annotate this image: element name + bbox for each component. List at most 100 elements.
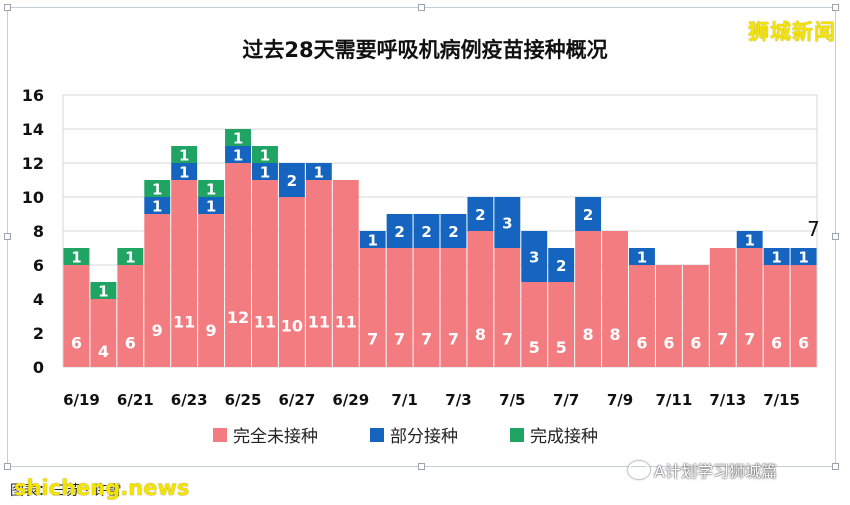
bar-segment (521, 282, 548, 367)
resize-handle-br[interactable] (832, 463, 839, 470)
bar-segment (252, 146, 278, 163)
legend-label: 部分接种 (390, 427, 458, 447)
resize-handle-bl[interactable] (4, 463, 11, 470)
bar-segment (467, 231, 494, 367)
bar-segment (548, 282, 575, 367)
data-label: 1 (260, 147, 270, 165)
data-label: 3 (529, 249, 539, 267)
legend-item-full: 完成接种 (510, 422, 598, 447)
bar-segment (655, 265, 682, 367)
bar-segment (736, 231, 763, 248)
bar-segment (171, 146, 198, 163)
legend-swatch-partial (370, 427, 384, 442)
bar-segment (467, 197, 494, 231)
x-tick-label: 7/1 (391, 391, 417, 409)
bar-segment (198, 180, 225, 197)
data-label: 1 (233, 147, 243, 165)
data-label: 6 (125, 334, 136, 353)
bar-segment (629, 248, 655, 265)
bar-segment (117, 248, 144, 265)
data-label: 6 (663, 334, 674, 353)
x-tick-label: 6/25 (225, 391, 262, 409)
bar-segment (790, 248, 817, 265)
data-label: 7 (394, 329, 405, 348)
data-label: 7 (367, 329, 378, 348)
data-label: 1 (152, 181, 162, 199)
legend-item-partial: 部分接种 (370, 422, 458, 447)
data-label: 1 (744, 232, 754, 250)
data-label: 2 (556, 257, 566, 275)
bar-segment (144, 197, 171, 214)
data-label: 11 (335, 312, 357, 331)
y-tick-label: 2 (33, 324, 44, 343)
x-axis-ticks: 6/19 6/21 6/23 6/25 6/27 6/29 7/1 7/3 7/5 7/7 7/9 7… (63, 391, 800, 409)
bar-segment (252, 163, 278, 180)
data-label: 9 (206, 321, 217, 340)
x-tick-label: 7/15 (763, 391, 800, 409)
bar-segment (602, 231, 628, 367)
data-label: 12 (227, 308, 249, 327)
x-tick-label: 7/13 (709, 391, 746, 409)
data-label: 6 (690, 334, 701, 353)
total-annotation: 7 (807, 217, 820, 241)
bar-segment (440, 248, 467, 367)
bar-segment (198, 197, 225, 214)
resize-handle-tr[interactable] (832, 4, 839, 11)
data-label: 7 (717, 329, 728, 348)
y-tick-label: 10 (22, 188, 44, 207)
bar-segment (63, 248, 90, 265)
data-label: 5 (556, 338, 567, 357)
data-label: 2 (448, 223, 458, 241)
bar-segment (494, 197, 521, 248)
legend-label: 完成接种 (530, 427, 598, 447)
data-label: 1 (179, 164, 189, 182)
y-tick-label: 14 (22, 120, 44, 139)
annotations: 7 (807, 217, 820, 241)
resize-handle-ml[interactable] (4, 233, 11, 240)
bar-segment (171, 163, 198, 180)
data-label: 7 (448, 329, 459, 348)
bar-segment (736, 248, 763, 367)
data-label: 1 (125, 249, 135, 267)
site-logo: 狮城新闻 (748, 20, 836, 44)
data-label: 7 (744, 329, 755, 348)
data-label: 6 (71, 334, 82, 353)
data-label: 6 (636, 334, 647, 353)
data-label: 4 (98, 342, 109, 361)
data-label: 9 (152, 321, 163, 340)
resize-handle-tm[interactable] (418, 4, 425, 11)
data-label: 11 (173, 312, 195, 331)
resize-handle-mr[interactable] (832, 233, 839, 240)
bar-segment (278, 163, 305, 197)
bar-segment (548, 248, 575, 282)
x-tick-label: 7/9 (607, 391, 633, 409)
bar-segment (144, 180, 171, 197)
bars: 6141619111111911121111111021111171727272… (63, 129, 817, 367)
bar-segment (252, 180, 278, 367)
resize-handle-tl[interactable] (4, 4, 11, 11)
data-label: 1 (206, 181, 216, 199)
bar-segment (440, 214, 467, 248)
data-label: 7 (421, 329, 432, 348)
wechat-badge: A计划学习狮城篇 (628, 458, 777, 482)
data-label: 10 (281, 317, 303, 336)
y-axis-ticks: 0 2 4 6 8 10 12 14 16 (22, 86, 44, 377)
bar-segment (90, 299, 117, 367)
bar-segment (225, 129, 251, 146)
bar-segment (682, 265, 709, 367)
data-label: 1 (771, 249, 781, 267)
data-label: 1 (98, 283, 108, 301)
x-tick-label: 7/3 (445, 391, 471, 409)
resize-handle-bm[interactable] (418, 463, 425, 470)
data-label: 1 (71, 249, 81, 267)
y-tick-label: 4 (33, 290, 44, 309)
data-label: 1 (314, 164, 324, 182)
source-credit: 图表：三苏 · 许雪 (10, 483, 122, 499)
legend-item-unvaccinated: 完全未接种 (213, 422, 318, 447)
y-tick-label: 8 (33, 222, 44, 241)
bar-segment (305, 163, 332, 180)
data-label: 1 (367, 232, 377, 250)
bar-segment (629, 265, 655, 367)
data-label: 2 (287, 172, 297, 190)
